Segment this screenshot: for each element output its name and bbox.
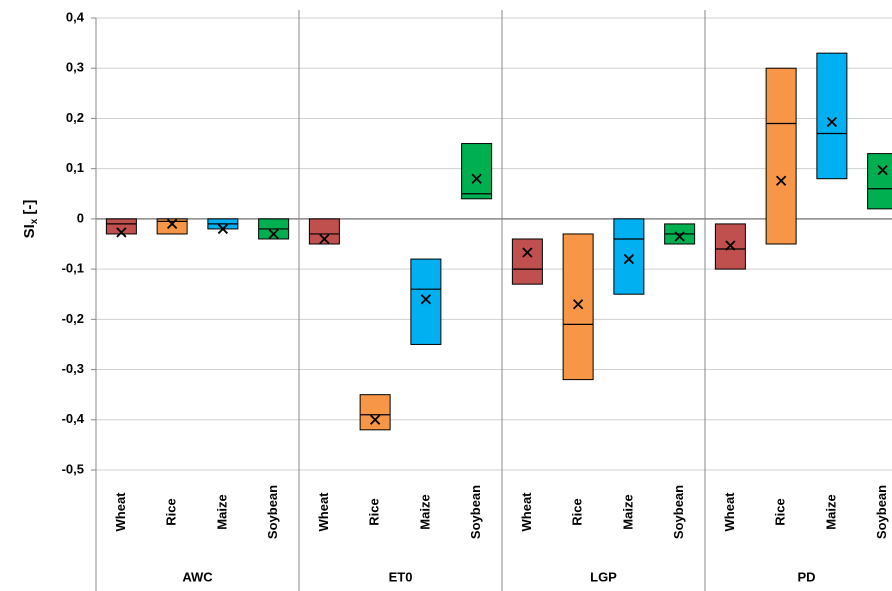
x-tick-label: Wheat — [316, 492, 331, 532]
x-tick-label: Wheat — [722, 492, 737, 532]
box — [105, 218, 137, 235]
box — [765, 67, 797, 245]
mean-marker — [217, 223, 229, 235]
x-tick-label: Soybean — [265, 485, 280, 539]
box — [562, 233, 594, 381]
x-tick-label: Maize — [214, 494, 229, 529]
group-label: ET0 — [389, 569, 413, 584]
mean-marker — [775, 175, 787, 186]
mean-marker — [116, 227, 127, 238]
y-label-main: SI — [21, 224, 38, 238]
x-tick-label: Maize — [417, 494, 432, 529]
mean-marker — [522, 247, 533, 258]
x-tick-label: Maize — [620, 494, 635, 529]
box — [410, 258, 442, 345]
mean-marker — [319, 233, 330, 245]
y-tick-label: -0,4 — [62, 411, 85, 426]
group-label: LGP — [590, 569, 617, 584]
box — [359, 394, 391, 431]
y-tick-label: 0,1 — [66, 160, 84, 175]
group-label: PD — [797, 569, 815, 584]
y-tick-label: 0 — [77, 210, 84, 225]
y-axis-label: SIx [-] — [21, 200, 40, 239]
x-tick-label: Rice — [773, 498, 788, 525]
y-label-unit: [-] — [21, 200, 38, 215]
x-tick-label: Soybean — [468, 485, 483, 539]
mean-marker — [420, 294, 432, 305]
group-label: AWC — [182, 569, 213, 584]
box — [867, 153, 892, 210]
y-tick-label: 0,3 — [66, 60, 84, 75]
mean-marker — [674, 231, 685, 242]
y-tick-label: 0,4 — [66, 9, 85, 24]
y-tick-label: 0,2 — [66, 110, 84, 125]
y-tick-label: -0,1 — [62, 261, 84, 276]
box — [511, 238, 543, 285]
x-tick-label: Maize — [823, 494, 838, 529]
mean-marker — [572, 299, 584, 310]
box — [461, 143, 493, 200]
y-label-sub: x — [29, 218, 40, 224]
mean-marker — [623, 253, 635, 265]
box — [156, 218, 188, 235]
box — [613, 218, 645, 295]
y-tick-label: -0,3 — [62, 361, 84, 376]
mean-marker — [166, 218, 178, 230]
y-tick-label: -0,2 — [62, 311, 84, 326]
mean-marker — [877, 165, 888, 176]
mean-marker — [471, 173, 482, 184]
x-tick-label: Wheat — [113, 492, 128, 532]
mean-marker — [826, 116, 838, 128]
x-tick-label: Rice — [570, 498, 585, 525]
mean-marker — [369, 414, 381, 425]
mean-marker — [268, 228, 279, 240]
x-tick-label: Rice — [367, 498, 382, 525]
x-tick-label: Rice — [164, 498, 179, 525]
x-tick-label: Soybean — [671, 485, 686, 539]
x-tick-label: Soybean — [874, 485, 889, 539]
x-tick-label: Wheat — [519, 492, 534, 532]
box — [816, 52, 848, 180]
y-tick-label: -0,5 — [62, 461, 84, 476]
mean-marker — [725, 240, 736, 251]
